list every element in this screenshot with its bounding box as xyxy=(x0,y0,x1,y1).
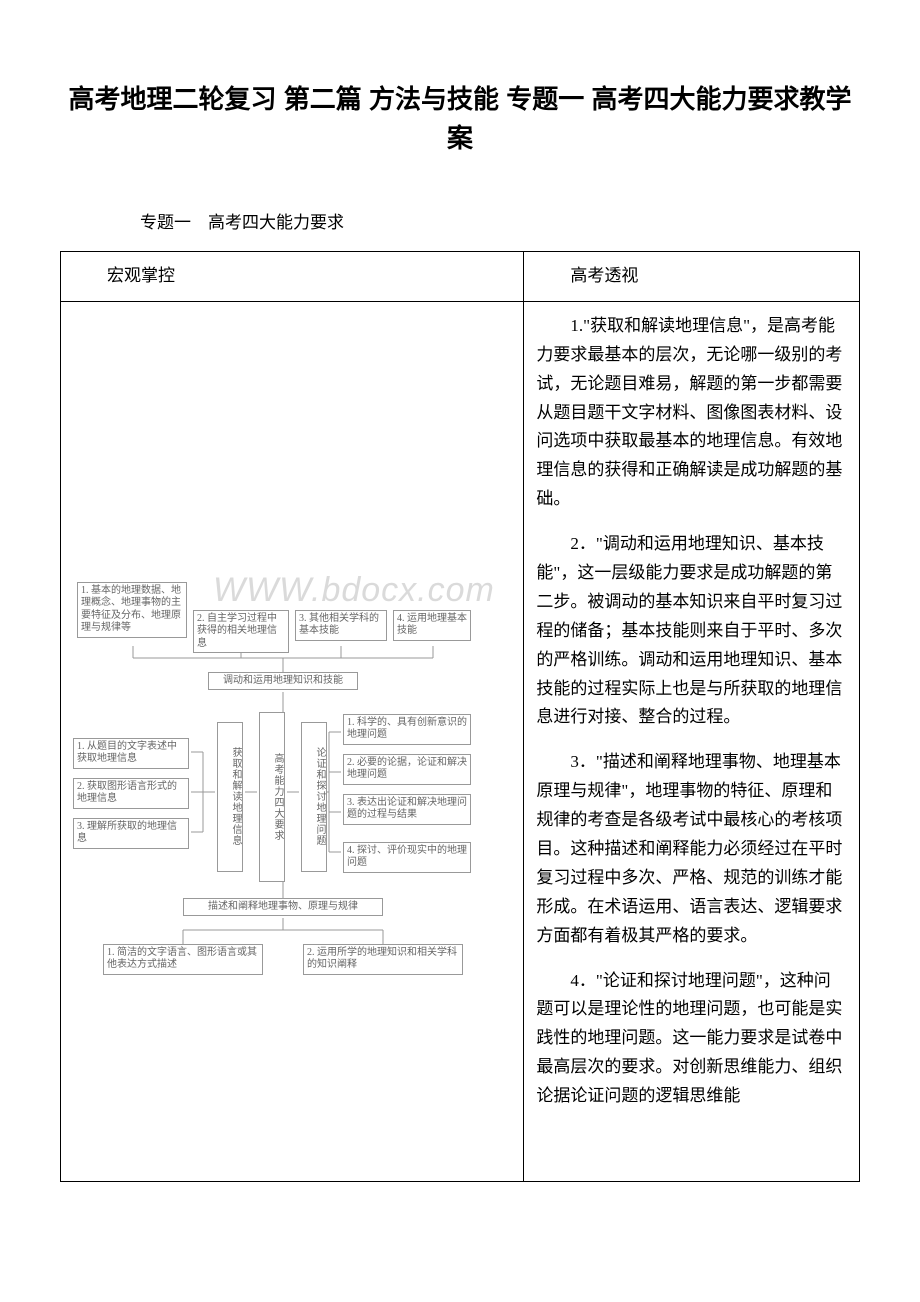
table-body-row: WWW.bdocx.com xyxy=(61,301,860,1181)
right-para-1: 1."获取和解读地理信息"，是高考能力要求最基本的层次，无论哪一级别的考试，无论… xyxy=(536,312,847,514)
diag-row4-label: 描述和阐释地理事物、原理与规律 xyxy=(183,898,383,917)
diag-left-3: 3. 理解所获取的地理信息 xyxy=(73,818,189,849)
table-header-row: 宏观掌控 高考透视 xyxy=(61,252,860,302)
diag-v1: 获取和解读地理信息 xyxy=(217,722,243,872)
header-right: 高考透视 xyxy=(524,252,860,302)
right-para-2: 2．"调动和运用地理知识、基本技能"，这一层级能力要求是成功解题的第二步。被调动… xyxy=(536,530,847,732)
diag-top-4: 4. 运用地理基本技能 xyxy=(393,610,471,641)
diag-left-1: 1. 从题目的文字表述中获取地理信息 xyxy=(73,738,189,769)
diag-top-3: 3. 其他相关学科的基本技能 xyxy=(295,610,387,641)
diag-bottom-2: 2. 运用所学的地理知识和相关学科的知识阐释 xyxy=(303,944,463,975)
diag-right-1: 1. 科学的、具有创新意识的地理问题 xyxy=(343,714,471,745)
right-para-3: 3．"描述和阐释地理事物、地理基本原理与规律"，地理事物的特征、原理和规律的考查… xyxy=(536,748,847,950)
diag-right-4: 4. 探讨、评价现实中的地理问题 xyxy=(343,842,471,873)
diag-v3: 论证和探讨地理问题 xyxy=(301,722,327,872)
right-cell: 1."获取和解读地理信息"，是高考能力要求最基本的层次，无论哪一级别的考试，无论… xyxy=(524,301,860,1181)
diag-top-2: 2. 自主学习过程中获得的相关地理信息 xyxy=(193,610,289,654)
diag-left-2: 2. 获取图形语言形式的地理信息 xyxy=(73,778,189,809)
diagram-cell: WWW.bdocx.com xyxy=(61,301,524,1181)
main-table: 宏观掌控 高考透视 WWW.bdocx.com xyxy=(60,251,860,1182)
diag-right-3: 3. 表达出论证和解决地理问题的过程与结果 xyxy=(343,794,471,825)
subtitle: 专题一 高考四大能力要求 xyxy=(140,208,860,233)
page-title: 高考地理二轮复习 第二篇 方法与技能 专题一 高考四大能力要求教学案 xyxy=(60,80,860,158)
diag-v2: 高考能力四大要求 xyxy=(259,712,285,882)
right-para-4: 4．"论证和探讨地理问题"，这种问题可以是理论性的地理问题，也可能是实践性的地理… xyxy=(536,967,847,1111)
diag-row2-label: 调动和运用地理知识和技能 xyxy=(208,672,358,691)
header-left: 宏观掌控 xyxy=(61,252,524,302)
diag-bottom-1: 1. 简洁的文字语言、图形语言或其他表达方式描述 xyxy=(103,944,263,975)
diag-top-1: 1. 基本的地理数据、地理概念、地理事物的主要特征及分布、地理原理与规律等 xyxy=(77,582,187,638)
diag-right-2: 2. 必要的论据，论证和解决地理问题 xyxy=(343,754,471,785)
